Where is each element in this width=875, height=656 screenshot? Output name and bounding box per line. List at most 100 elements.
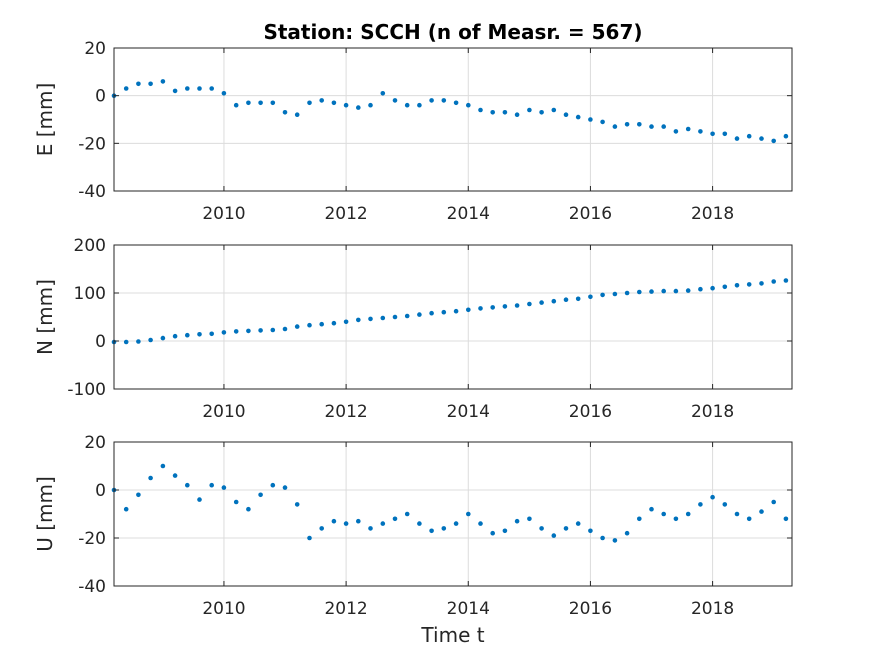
x-tick-label: 2016 (569, 204, 612, 224)
data-point (343, 319, 349, 325)
data-point (356, 317, 361, 323)
data-point (160, 463, 166, 469)
data-point (600, 119, 605, 125)
plot-area (114, 442, 792, 586)
y-tick-label: 200 (74, 236, 106, 256)
data-point (294, 502, 300, 507)
data-point (624, 290, 630, 296)
data-point (746, 282, 752, 287)
data-point (270, 482, 276, 488)
data-point (490, 110, 496, 115)
data-point (685, 511, 691, 517)
data-point (148, 337, 153, 343)
data-point (380, 521, 386, 526)
data-point (539, 110, 544, 115)
data-point (612, 124, 618, 129)
series-n-points (111, 278, 789, 345)
data-point (649, 124, 654, 129)
data-point (649, 289, 654, 294)
data-point (575, 114, 581, 120)
y-tick-label: 0 (95, 332, 106, 352)
data-point (539, 526, 544, 531)
data-point (417, 312, 422, 317)
panel-e: 2010 2012 2014 2016 2018 20 0 -20 -40 E [mm] (33, 39, 793, 224)
data-point (343, 521, 349, 526)
data-point (771, 499, 776, 505)
data-point (698, 129, 703, 134)
data-point (466, 307, 471, 313)
data-point (612, 291, 618, 297)
y-axis-label: N [mm] (33, 279, 57, 355)
data-point (392, 314, 398, 320)
data-point (722, 502, 728, 507)
y-tick-label: -40 (78, 577, 106, 597)
data-point (539, 300, 544, 305)
plot-area (114, 245, 792, 389)
x-tick-label: 2018 (691, 402, 734, 422)
data-point (307, 322, 312, 328)
data-point (527, 107, 532, 113)
data-point (270, 327, 276, 333)
data-point (197, 497, 202, 502)
data-point (258, 100, 263, 106)
data-point (637, 289, 642, 295)
data-point (331, 100, 337, 106)
data-point (123, 339, 129, 345)
data-point (136, 81, 141, 87)
y-tick-label: -100 (67, 380, 106, 400)
data-point (368, 526, 373, 531)
data-point (563, 112, 569, 117)
data-point (783, 516, 789, 522)
data-point (722, 284, 728, 290)
data-point (185, 332, 190, 338)
data-point (490, 530, 496, 536)
data-point (453, 521, 459, 526)
data-point (307, 100, 312, 106)
data-point (575, 296, 581, 302)
x-tick-label: 2010 (202, 599, 245, 619)
x-tick-label: 2010 (202, 402, 245, 422)
data-point (661, 288, 666, 294)
data-point (172, 333, 178, 339)
data-point (404, 511, 410, 517)
data-point (197, 332, 202, 337)
data-point (392, 516, 398, 522)
data-point (319, 98, 325, 103)
data-point (466, 511, 471, 517)
data-point (148, 475, 153, 481)
panel-n: 2010 2012 2014 2016 2018 200 100 0 -100 N [mm] (33, 236, 793, 422)
data-point (185, 86, 190, 91)
data-point (502, 528, 508, 534)
data-point (624, 122, 630, 127)
panel-u: 2010 2012 2014 2016 2018 20 0 -20 -40 U [mm] (33, 433, 793, 619)
y-axis-label: U [mm] (33, 476, 57, 552)
data-point (734, 511, 740, 517)
data-point (624, 530, 630, 536)
data-point (502, 110, 508, 115)
data-point (673, 288, 679, 294)
data-point (221, 485, 227, 490)
data-point (404, 102, 410, 108)
data-point (209, 86, 214, 91)
data-point (637, 122, 642, 127)
x-tick-label: 2016 (569, 402, 612, 422)
data-point (783, 278, 789, 283)
series-u-points (111, 463, 789, 543)
data-point (588, 117, 593, 122)
data-point (661, 124, 666, 129)
data-point (343, 102, 349, 108)
x-tick-label: 2016 (569, 599, 612, 619)
data-point (734, 283, 740, 288)
data-point (319, 526, 325, 531)
axes-frame (113, 47, 793, 192)
data-point (441, 526, 447, 531)
data-point (233, 329, 239, 334)
data-point (380, 91, 386, 96)
data-point (233, 102, 239, 108)
data-point (746, 516, 752, 522)
data-point (429, 528, 434, 534)
data-point (710, 494, 715, 500)
data-point (294, 324, 300, 329)
data-point (160, 79, 166, 84)
